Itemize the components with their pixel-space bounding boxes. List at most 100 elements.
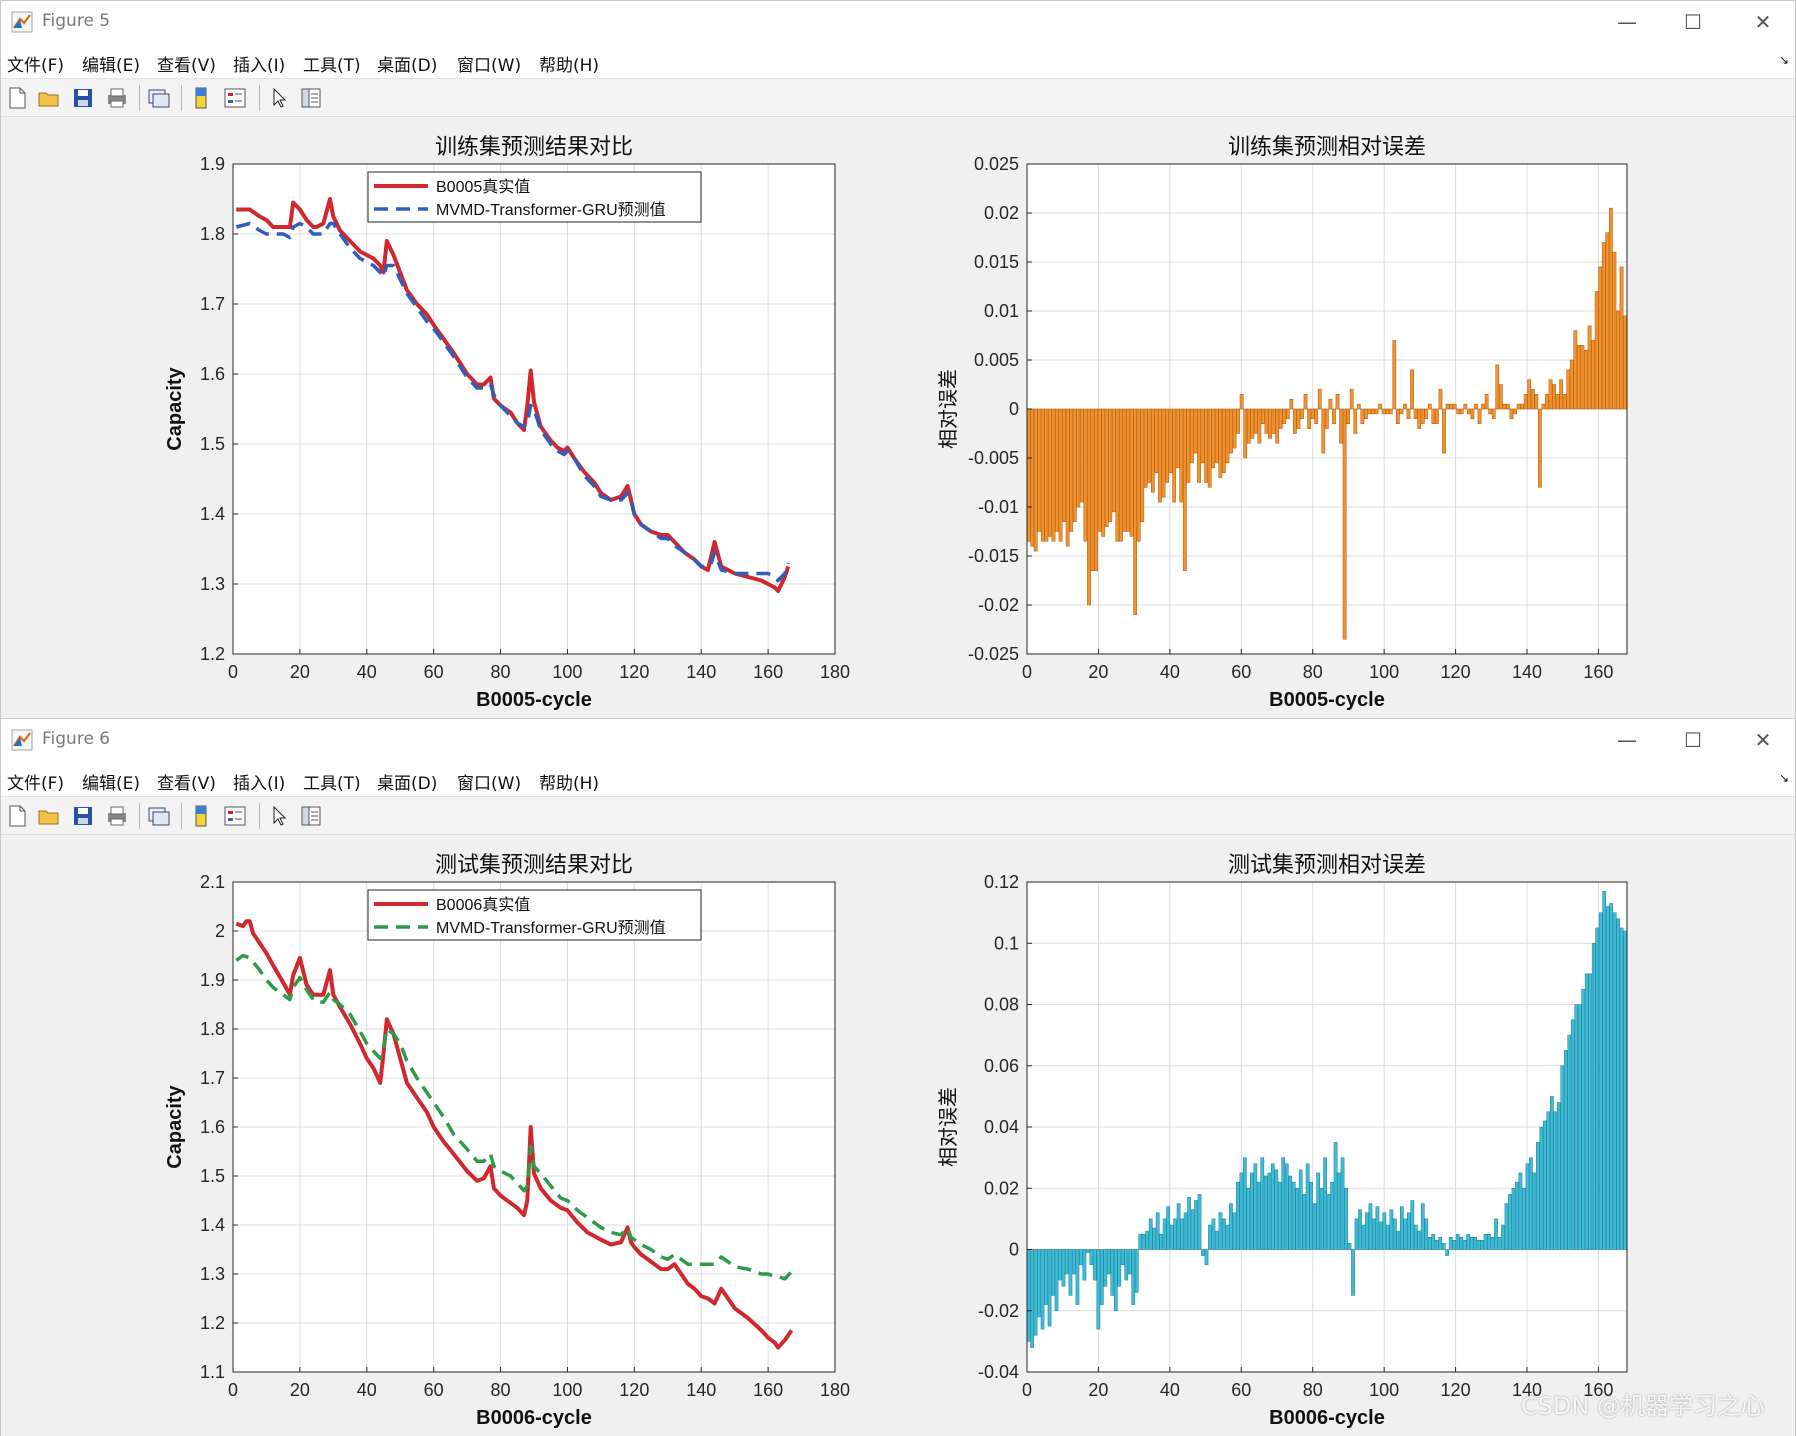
menu-help[interactable]: 帮助(H)	[539, 56, 600, 76]
menu-insert[interactable]: 插入(I)	[233, 56, 286, 76]
property-inspector-icon[interactable]	[299, 804, 323, 828]
error-bar[interactable]	[1339, 408, 1343, 444]
error-bar[interactable]	[1413, 1224, 1418, 1250]
error-bar[interactable]	[1395, 408, 1400, 424]
error-bar[interactable]	[1375, 1206, 1380, 1250]
error-bar[interactable]	[1065, 1249, 1069, 1275]
error-bar[interactable]	[1072, 1249, 1076, 1275]
error-bar[interactable]	[1207, 408, 1212, 488]
error-bar[interactable]	[1602, 890, 1607, 1250]
error-bar[interactable]	[1420, 1203, 1425, 1250]
error-bar[interactable]	[1229, 1203, 1233, 1250]
error-bar[interactable]	[1319, 1188, 1324, 1250]
error-bar[interactable]	[1587, 325, 1592, 410]
error-bar[interactable]	[1172, 408, 1177, 503]
error-bar[interactable]	[1385, 408, 1390, 415]
error-bar[interactable]	[1367, 408, 1372, 415]
error-bar[interactable]	[1518, 1172, 1523, 1250]
error-bar[interactable]	[1104, 408, 1109, 527]
error-bar[interactable]	[1111, 408, 1116, 513]
error-bar[interactable]	[1317, 389, 1322, 410]
minimize-button[interactable]: —	[1617, 728, 1637, 752]
error-bar[interactable]	[1310, 408, 1315, 420]
error-bar[interactable]	[1246, 408, 1251, 444]
error-bar[interactable]	[1466, 408, 1471, 415]
print-icon[interactable]	[105, 804, 129, 828]
error-bar[interactable]	[1619, 266, 1624, 410]
print-icon[interactable]	[105, 86, 129, 110]
error-bar[interactable]	[1584, 349, 1588, 410]
error-bar[interactable]	[1616, 310, 1620, 410]
error-bar[interactable]	[1539, 1126, 1544, 1250]
error-bar[interactable]	[1211, 408, 1216, 469]
new-figure-icon[interactable]	[5, 86, 29, 110]
error-bar[interactable]	[1466, 1233, 1470, 1250]
legend-icon[interactable]	[223, 86, 247, 110]
error-bar[interactable]	[1062, 408, 1066, 522]
error-bar[interactable]	[1441, 1243, 1446, 1250]
menu-insert[interactable]: 插入(I)	[233, 774, 286, 794]
error-bar[interactable]	[1110, 1249, 1115, 1296]
error-bar[interactable]	[1502, 403, 1507, 410]
error-bar[interactable]	[1291, 1181, 1296, 1250]
error-bar[interactable]	[1371, 408, 1375, 415]
error-bar[interactable]	[1173, 1218, 1177, 1250]
error-bar[interactable]	[1541, 403, 1546, 410]
error-bar[interactable]	[1438, 1237, 1443, 1250]
error-bar[interactable]	[1316, 1172, 1320, 1250]
error-bar[interactable]	[1522, 1188, 1526, 1250]
error-bar[interactable]	[1560, 1065, 1565, 1250]
error-bar[interactable]	[1556, 1102, 1561, 1250]
error-bar[interactable]	[1108, 408, 1113, 522]
error-bar[interactable]	[1239, 1172, 1244, 1250]
error-bar[interactable]	[1140, 408, 1145, 522]
error-bar[interactable]	[1158, 408, 1162, 503]
error-bar[interactable]	[1473, 1237, 1477, 1250]
error-bar[interactable]	[1459, 1237, 1463, 1250]
error-bar[interactable]	[1250, 408, 1255, 439]
maximize-button[interactable]: ☐	[1684, 10, 1702, 34]
menu-view[interactable]: 查看(V)	[157, 774, 216, 794]
error-bar[interactable]	[1379, 1221, 1383, 1250]
error-bar[interactable]	[1298, 1169, 1303, 1250]
error-bar[interactable]	[1344, 1188, 1348, 1250]
error-bar[interactable]	[1222, 408, 1226, 473]
error-bar[interactable]	[1509, 408, 1514, 420]
menu-tools[interactable]: 工具(T)	[303, 56, 361, 76]
error-bar[interactable]	[1559, 379, 1564, 410]
error-bar[interactable]	[1420, 408, 1425, 424]
error-bar[interactable]	[1497, 1237, 1502, 1250]
error-bar[interactable]	[1122, 408, 1127, 532]
error-bar[interactable]	[1143, 408, 1148, 488]
error-bar[interactable]	[1399, 408, 1404, 415]
error-bar[interactable]	[1495, 364, 1500, 410]
menu-desktop[interactable]: 桌面(D)	[377, 56, 438, 76]
error-bar[interactable]	[1406, 408, 1411, 420]
error-bar[interactable]	[1326, 1194, 1331, 1250]
error-bar[interactable]	[1594, 291, 1599, 410]
error-bar[interactable]	[1328, 398, 1333, 410]
error-bar[interactable]	[1289, 398, 1294, 410]
pointer-icon[interactable]	[267, 804, 291, 828]
error-bar[interactable]	[1275, 408, 1280, 444]
error-bar[interactable]	[1267, 1172, 1272, 1250]
error-bar[interactable]	[1047, 1249, 1052, 1327]
error-bar[interactable]	[1490, 1237, 1495, 1250]
error-bar[interactable]	[1051, 1249, 1055, 1296]
error-bar[interactable]	[1051, 408, 1056, 542]
error-bar[interactable]	[1087, 408, 1091, 606]
error-bar[interactable]	[1591, 943, 1596, 1250]
error-bar[interactable]	[1253, 1163, 1258, 1250]
error-bar[interactable]	[1054, 1249, 1059, 1311]
error-bar[interactable]	[1382, 1212, 1387, 1250]
error-bar[interactable]	[1591, 340, 1595, 410]
error-bar[interactable]	[1459, 408, 1464, 415]
error-bar[interactable]	[1354, 1218, 1359, 1250]
error-bar[interactable]	[1511, 1188, 1516, 1250]
error-bar[interactable]	[1069, 408, 1074, 532]
error-bar[interactable]	[1176, 1203, 1181, 1250]
error-bar[interactable]	[1187, 1197, 1191, 1250]
error-bar[interactable]	[1516, 403, 1521, 410]
error-bar[interactable]	[1236, 408, 1240, 434]
error-bar[interactable]	[1562, 394, 1567, 410]
